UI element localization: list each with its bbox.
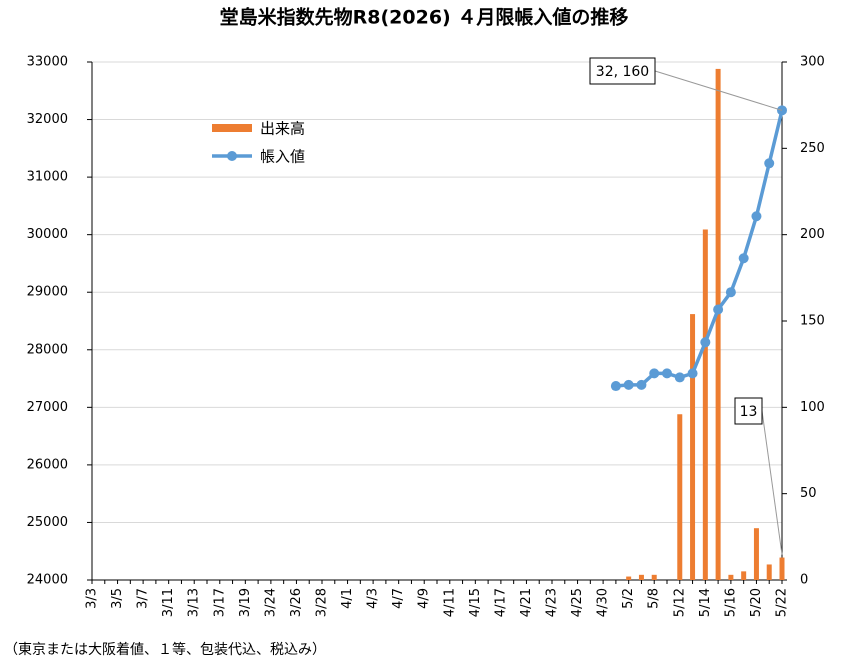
bar	[638, 574, 644, 580]
data-label: 32, 160	[596, 64, 649, 80]
marker	[751, 211, 762, 222]
y-tick-label: 25000	[27, 515, 68, 530]
x-tick-label: 4/30	[596, 588, 611, 617]
y-tick-label: 31000	[27, 170, 68, 185]
y2-tick-label: 200	[800, 227, 825, 242]
marker	[713, 304, 724, 315]
marker	[636, 379, 647, 390]
marker	[738, 253, 749, 264]
x-tick-label: 4/1	[340, 588, 355, 609]
bar	[626, 576, 632, 580]
y2-tick-label: 50	[800, 486, 817, 501]
marker	[764, 158, 775, 169]
callout-box	[589, 57, 656, 85]
bar	[728, 574, 734, 580]
legend-label: 出来高	[260, 120, 305, 138]
x-tick-label: 5/20	[749, 588, 764, 617]
x-tick-label: 3/19	[238, 588, 253, 617]
x-tick-label: 3/26	[289, 588, 304, 617]
y2-tick-label: 250	[800, 141, 825, 156]
x-tick-label: 5/16	[723, 588, 738, 617]
line	[615, 109, 784, 388]
x-tick-label: 4/7	[391, 588, 406, 609]
x-tick-label: 5/2	[621, 588, 636, 609]
x-tick-label: 3/5	[110, 588, 125, 609]
marker	[623, 379, 634, 390]
legend-marker	[227, 151, 237, 161]
legend-label: 帳入値	[260, 148, 305, 166]
marker	[725, 287, 736, 298]
callout-box	[734, 397, 763, 425]
marker	[662, 368, 672, 379]
y2-tick-label: 150	[800, 314, 825, 329]
marker	[649, 368, 660, 379]
x-tick-label: 3/7	[136, 588, 151, 609]
x-tick-label: 3/11	[161, 588, 176, 617]
bar	[677, 414, 683, 580]
x-tick-label: 3/3	[85, 588, 100, 609]
marker	[700, 337, 711, 348]
bar	[741, 571, 747, 580]
x-tick-label: 5/12	[672, 588, 687, 617]
x-tick-label: 4/21	[519, 588, 534, 617]
x-tick-label: 4/11	[442, 588, 457, 617]
x-tick-label: 5/8	[647, 588, 662, 609]
x-tick-label: 4/15	[468, 588, 483, 617]
callout-leader	[654, 70, 783, 111]
y-tick-label: 24000	[27, 573, 68, 588]
y2-tick-label: 0	[800, 573, 808, 588]
y-tick-label: 30000	[27, 227, 68, 242]
y2-tick-label: 100	[800, 400, 825, 415]
x-tick-label: 4/9	[417, 588, 432, 609]
y-tick-label: 32000	[27, 112, 68, 127]
bar	[753, 528, 759, 580]
x-tick-label: 4/25	[570, 588, 585, 617]
x-tick-label: 4/23	[545, 588, 560, 617]
marker	[610, 381, 621, 392]
bar	[690, 314, 696, 580]
legend-swatch	[212, 124, 252, 132]
marker	[674, 372, 685, 383]
marker	[687, 368, 698, 379]
x-tick-label: 3/28	[315, 588, 330, 617]
bar	[702, 229, 708, 580]
bar	[715, 68, 721, 580]
data-label: 13	[740, 404, 758, 420]
bar	[766, 564, 772, 580]
x-tick-label: 4/17	[493, 588, 508, 617]
y-tick-label: 33000	[27, 55, 68, 70]
x-tick-label: 3/24	[263, 588, 278, 617]
x-tick-label: 4/3	[366, 588, 381, 609]
chart-title: 堂島米指数先物R8(2026) ４月限帳入値の推移	[220, 6, 629, 29]
x-tick-label: 3/13	[187, 588, 202, 617]
y-tick-label: 29000	[27, 285, 68, 300]
footnote: （東京または大阪着値、１等、包装代込、税込み）	[4, 641, 326, 658]
callout-leader	[761, 410, 783, 555]
y2-tick-label: 300	[800, 55, 825, 70]
y-tick-label: 27000	[27, 400, 68, 415]
x-tick-label: 5/22	[775, 588, 790, 617]
y-tick-label: 28000	[27, 342, 68, 357]
x-tick-label: 3/17	[212, 588, 227, 617]
y-tick-label: 26000	[27, 457, 68, 472]
x-tick-label: 5/14	[698, 588, 713, 617]
bar	[779, 557, 785, 580]
bar	[651, 574, 657, 580]
